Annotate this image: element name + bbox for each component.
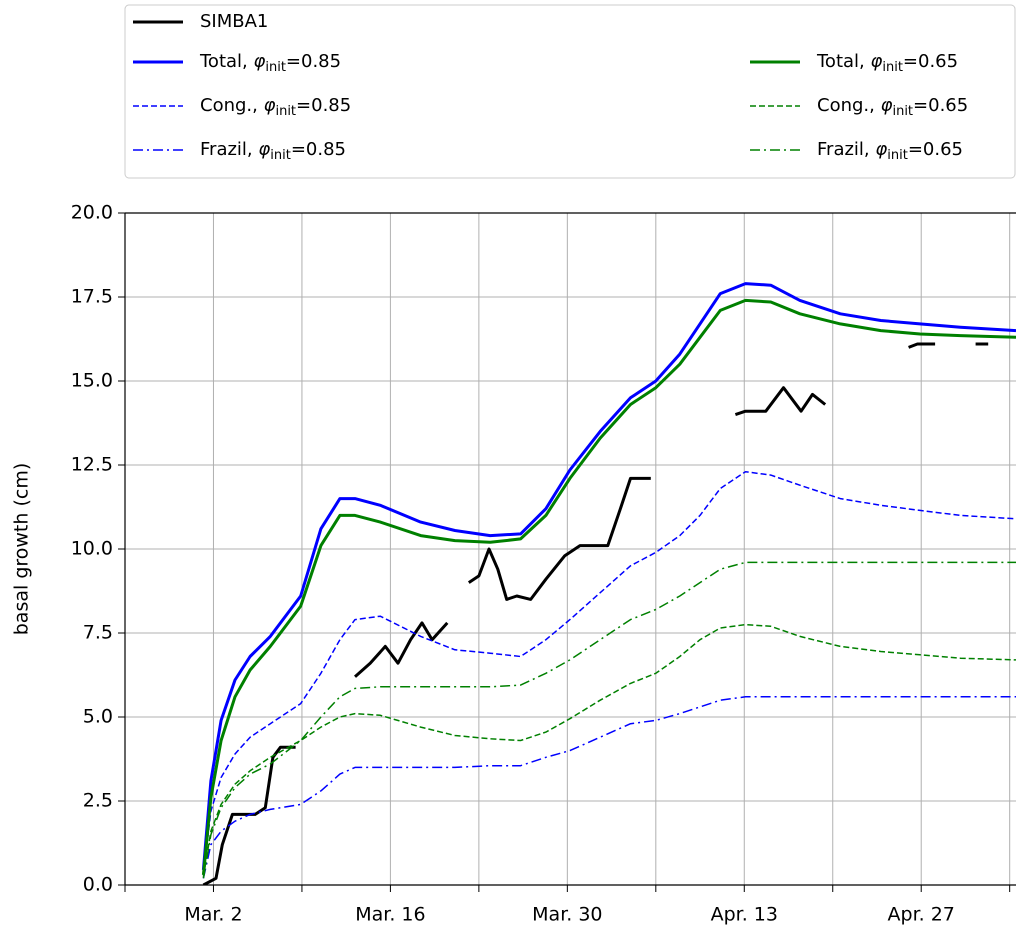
y-tick-label: 7.5 bbox=[83, 622, 113, 644]
y-tick-label: 12.5 bbox=[71, 454, 113, 476]
series-line bbox=[201, 298, 1016, 876]
y-tick-label: 17.5 bbox=[71, 286, 113, 308]
legend-label: Frazil, φinit=0.65 bbox=[817, 139, 963, 163]
y-tick-label: 0.0 bbox=[83, 874, 113, 896]
series-line bbox=[201, 282, 1016, 871]
series-line bbox=[202, 561, 1016, 879]
y-tick-label: 15.0 bbox=[71, 370, 113, 392]
series-line bbox=[202, 623, 1016, 877]
plot-area bbox=[201, 282, 1016, 885]
y-tick-label: 10.0 bbox=[71, 538, 113, 560]
series-line bbox=[202, 696, 1016, 879]
legend: SIMBA1 Total, φinit=0.85 Cong., φinit=0.85… bbox=[124, 4, 1016, 179]
y-axis-label: basal growth (cm) bbox=[11, 463, 33, 636]
x-tick-label: Mar. 30 bbox=[532, 904, 602, 926]
y-tick-label: 20.0 bbox=[71, 202, 113, 224]
series-line bbox=[202, 342, 989, 885]
x-tick-label: Mar. 2 bbox=[184, 904, 242, 926]
x-tick-label: Apr. 13 bbox=[711, 904, 778, 926]
legend-label: Total, φinit=0.85 bbox=[199, 51, 341, 75]
x-tick-label: Apr. 27 bbox=[888, 904, 955, 926]
grid bbox=[124, 212, 1016, 886]
y-tick-label: 2.5 bbox=[83, 790, 113, 812]
legend-label: Cong., φinit=0.85 bbox=[200, 95, 351, 119]
legend-label: Frazil, φinit=0.85 bbox=[200, 139, 346, 163]
axes: 0.0 2.5 5.0 7.5 10.0 12.5 15.0 17.5 20.0 Mar. 2 Ma… bbox=[71, 202, 1016, 926]
legend-box bbox=[124, 4, 1016, 179]
legend-label: Cong., φinit=0.65 bbox=[817, 95, 968, 119]
y-tick-label: 5.0 bbox=[83, 706, 113, 728]
legend-label: Total, φinit=0.65 bbox=[816, 51, 958, 75]
series-line bbox=[202, 470, 1016, 875]
legend-label: SIMBA1 bbox=[200, 11, 268, 32]
x-tick-label: Mar. 16 bbox=[355, 904, 425, 926]
